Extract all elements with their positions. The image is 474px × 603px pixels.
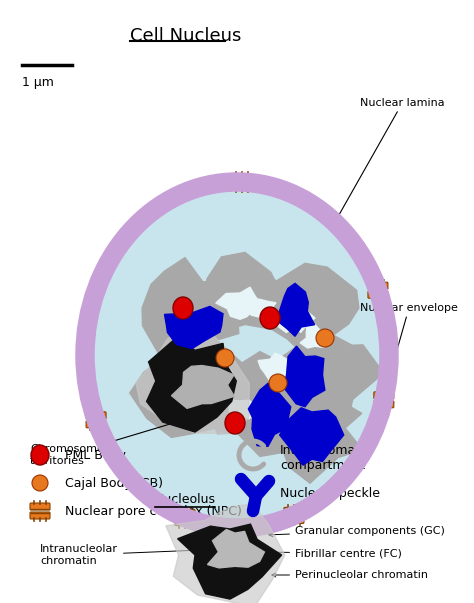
- Polygon shape: [280, 408, 344, 465]
- Text: Nuclear lamina: Nuclear lamina: [337, 98, 445, 219]
- Text: Chromosome
territories: Chromosome territories: [30, 418, 186, 466]
- Polygon shape: [260, 374, 363, 483]
- Text: Cell Nucleus: Cell Nucleus: [130, 27, 241, 45]
- Polygon shape: [258, 353, 291, 380]
- FancyBboxPatch shape: [284, 507, 304, 514]
- Polygon shape: [229, 400, 256, 418]
- FancyBboxPatch shape: [30, 512, 50, 519]
- Polygon shape: [198, 253, 293, 331]
- FancyBboxPatch shape: [232, 183, 252, 190]
- Text: Perinucleolar chromatin: Perinucleolar chromatin: [272, 570, 428, 580]
- FancyBboxPatch shape: [368, 282, 388, 289]
- FancyBboxPatch shape: [368, 291, 388, 298]
- Text: Interchromatin
compartment: Interchromatin compartment: [280, 444, 373, 472]
- Ellipse shape: [260, 307, 280, 329]
- FancyBboxPatch shape: [175, 510, 195, 517]
- FancyBboxPatch shape: [232, 174, 252, 181]
- Ellipse shape: [173, 297, 193, 319]
- Polygon shape: [206, 359, 233, 383]
- Text: Nuclear envelope: Nuclear envelope: [360, 303, 458, 425]
- Polygon shape: [256, 328, 383, 428]
- Polygon shape: [172, 365, 234, 408]
- Polygon shape: [278, 283, 315, 336]
- Text: 1 μm: 1 μm: [22, 76, 54, 89]
- Polygon shape: [216, 287, 260, 320]
- FancyBboxPatch shape: [86, 412, 106, 419]
- Polygon shape: [207, 352, 326, 456]
- Polygon shape: [178, 524, 282, 599]
- FancyBboxPatch shape: [374, 392, 394, 399]
- Circle shape: [269, 374, 287, 392]
- Polygon shape: [130, 340, 255, 438]
- Text: Granular components (GC): Granular components (GC): [269, 526, 445, 537]
- Circle shape: [316, 329, 334, 347]
- FancyBboxPatch shape: [86, 421, 106, 428]
- Circle shape: [32, 475, 48, 491]
- Polygon shape: [247, 264, 359, 356]
- Polygon shape: [142, 257, 240, 368]
- FancyBboxPatch shape: [30, 503, 50, 510]
- FancyBboxPatch shape: [284, 516, 304, 523]
- Polygon shape: [208, 529, 264, 568]
- Text: Nucleolus: Nucleolus: [155, 493, 216, 506]
- Text: Fibrillar centre (FC): Fibrillar centre (FC): [256, 548, 402, 558]
- Text: Nuclear pore complex (NPC): Nuclear pore complex (NPC): [65, 505, 242, 517]
- Polygon shape: [242, 299, 276, 317]
- Polygon shape: [146, 338, 236, 432]
- FancyBboxPatch shape: [175, 519, 195, 526]
- Text: Cajal Body (CB): Cajal Body (CB): [65, 476, 163, 490]
- Polygon shape: [277, 303, 315, 332]
- Polygon shape: [283, 346, 325, 406]
- Polygon shape: [248, 384, 291, 446]
- Ellipse shape: [31, 445, 49, 465]
- Text: Intranucleolar
chromatin: Intranucleolar chromatin: [40, 544, 198, 566]
- FancyBboxPatch shape: [374, 401, 394, 408]
- Text: PML Body: PML Body: [65, 449, 126, 461]
- Polygon shape: [166, 504, 285, 603]
- Polygon shape: [136, 317, 249, 434]
- Circle shape: [216, 349, 234, 367]
- Ellipse shape: [225, 412, 245, 434]
- Text: Nuclear speckle: Nuclear speckle: [280, 487, 380, 499]
- Ellipse shape: [90, 187, 384, 523]
- Polygon shape: [300, 324, 326, 348]
- Polygon shape: [164, 306, 223, 349]
